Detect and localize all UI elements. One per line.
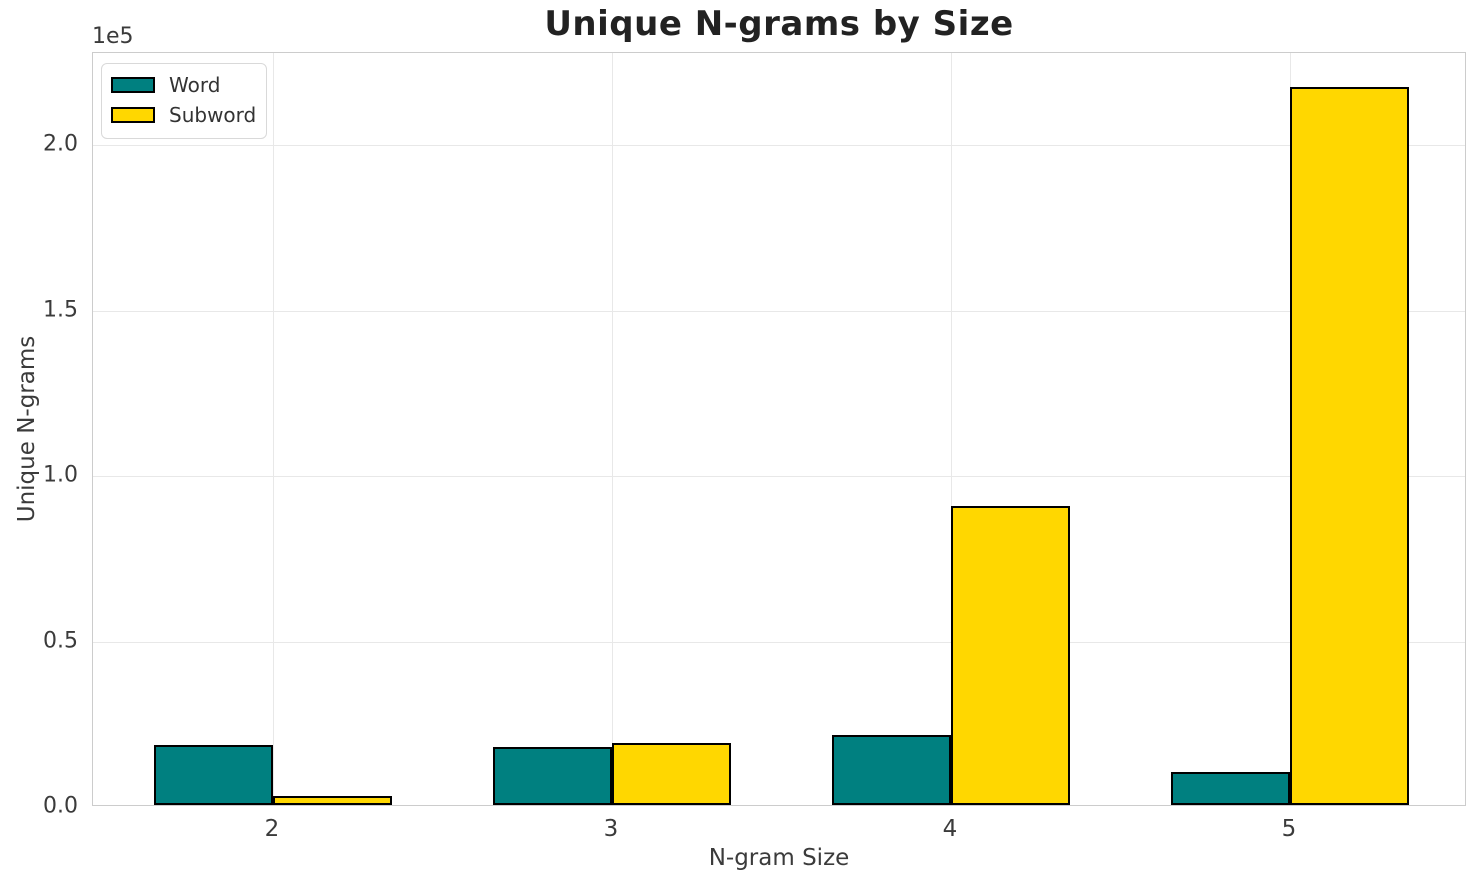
bar-word-5: [1171, 772, 1290, 805]
x-tick-label: 4: [942, 816, 958, 842]
y-tick-label: 0.0: [43, 793, 78, 819]
y-tick-label: 0.5: [43, 628, 78, 653]
gridline-horizontal: [93, 476, 1465, 477]
bar-word-4: [832, 735, 951, 805]
bar-subword-3: [612, 743, 731, 805]
x-tick-label: 2: [264, 816, 280, 842]
bar-subword-4: [951, 506, 1070, 805]
x-tick-label: 3: [603, 816, 619, 842]
legend-entry-word: Word: [111, 70, 256, 100]
legend-label: Word: [169, 73, 221, 97]
y-axis-label: Unique N-grams: [14, 335, 40, 523]
bar-word-3: [493, 747, 612, 805]
legend-swatch-word: [111, 77, 155, 93]
y-tick-label: 1.0: [43, 462, 78, 488]
bar-subword-2: [273, 796, 392, 805]
bar-subword-5: [1290, 87, 1409, 805]
gridline-horizontal: [93, 310, 1465, 312]
y-tick-label: 2.0: [43, 131, 78, 157]
gridline-horizontal: [93, 145, 1465, 147]
legend: Word Subword: [101, 63, 267, 139]
y-axis-offset-label: 1e5: [92, 24, 134, 49]
x-tick-label: 5: [1281, 816, 1297, 842]
legend-swatch-subword: [111, 107, 155, 123]
x-axis-label: N-gram Size: [708, 845, 850, 871]
gridline-vertical: [951, 53, 952, 805]
plot-area: Word Subword: [92, 52, 1466, 806]
legend-label: Subword: [169, 103, 257, 127]
bar-word-2: [154, 745, 273, 805]
gridline-horizontal: [93, 641, 1465, 643]
y-tick-label: 1.5: [43, 297, 78, 322]
chart-title: Unique N-grams by Size: [544, 4, 1014, 44]
gridline-vertical: [612, 53, 613, 805]
legend-entry-subword: Subword: [111, 100, 256, 130]
gridline-vertical: [273, 53, 274, 805]
